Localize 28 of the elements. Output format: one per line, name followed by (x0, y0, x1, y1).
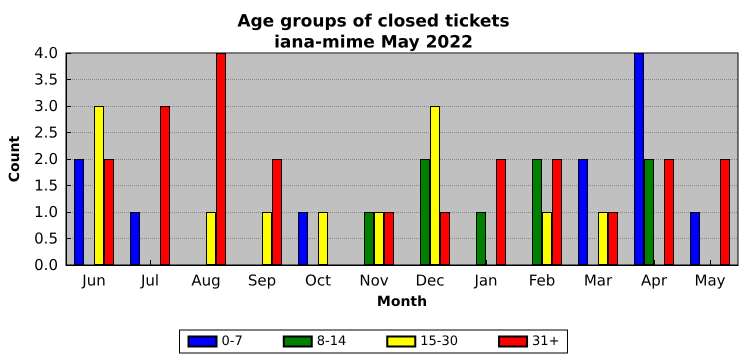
y-tick-label: 3.0 (34, 97, 58, 115)
x-tick-label: Feb (528, 272, 556, 290)
x-tick-label: Jun (81, 272, 106, 290)
legend-label: 15-30 (420, 334, 458, 349)
legend-label: 31+ (532, 334, 560, 349)
chart-title: Age groups of closed tickets iana-mime May 2022 (237, 12, 510, 52)
y-axis-title: Count (7, 135, 23, 182)
y-tick-label: 2.5 (34, 124, 58, 142)
y-tick-label: 0.5 (34, 230, 58, 248)
x-tick-label: Jan (473, 272, 498, 290)
y-tick-label: 4.0 (34, 44, 58, 62)
y-tick-label: 3.5 (34, 70, 58, 88)
x-tick-label: Mar (584, 272, 613, 290)
x-tick-label: Aug (191, 272, 221, 290)
x-tick-label: Nov (359, 272, 389, 290)
x-tick-label: May (694, 272, 726, 290)
y-tick-label: 2.0 (34, 150, 58, 168)
x-tick-label: Apr (641, 272, 668, 290)
legend-label: 8-14 (316, 334, 346, 349)
x-axis-title: Month (376, 294, 428, 310)
y-tick-label: 1.5 (34, 176, 58, 194)
x-tick-label: Jul (140, 272, 160, 290)
legend-label: 0-7 (222, 334, 243, 349)
x-tick-label: Dec (415, 272, 445, 290)
x-tick-label: Oct (305, 272, 332, 290)
x-tick-label: Sep (248, 272, 276, 290)
y-tick-label: 1.0 (34, 203, 58, 221)
y-tick-label: 0.0 (34, 256, 58, 274)
